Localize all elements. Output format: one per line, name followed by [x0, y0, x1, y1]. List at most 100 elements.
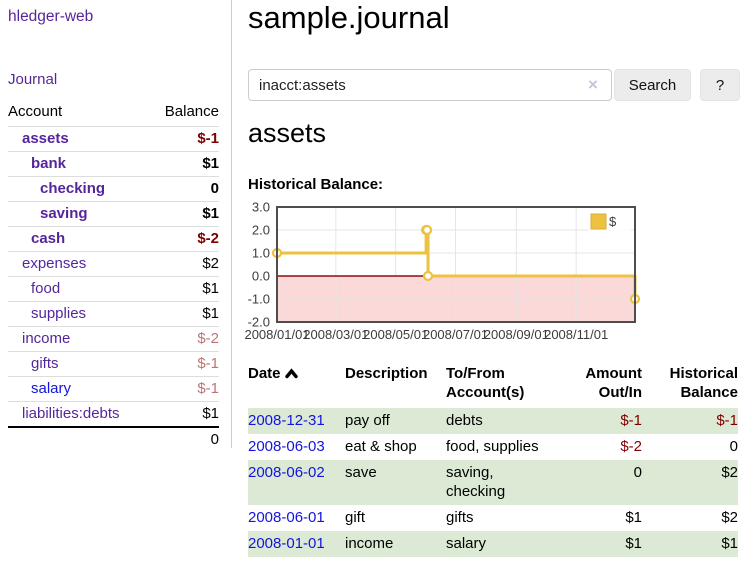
account-balance: $1	[149, 201, 219, 227]
account-link-saving[interactable]: saving	[40, 205, 88, 222]
page-title: sample.journal	[248, 0, 450, 35]
account-link-income[interactable]: income	[22, 330, 71, 347]
account-balance: $2	[149, 251, 219, 277]
transaction-description: income	[345, 531, 446, 557]
account-balance: $-1	[149, 376, 219, 402]
account-row: food $1	[8, 276, 219, 302]
y-tick-label: 1.0	[252, 246, 270, 261]
account-link-assets[interactable]: assets	[22, 130, 69, 147]
help-button[interactable]: ?	[700, 69, 740, 101]
sidebar: hledger-web Journal Account Balance asse…	[0, 0, 232, 452]
account-row: salary $-1	[8, 376, 219, 402]
account-link-bank[interactable]: bank	[31, 155, 67, 172]
account-balance: $1	[149, 276, 219, 302]
account-link-liabilities-debts[interactable]: liabilities:debts	[22, 405, 120, 422]
y-tick-label: 2.0	[252, 223, 270, 238]
transaction-accounts: gifts	[446, 509, 474, 526]
transaction-amount: $1	[546, 531, 642, 557]
register-table: Date Description To/From Account(s) Amount O…	[248, 362, 738, 557]
account-row: expenses $2	[8, 251, 219, 277]
sort-ascending-icon	[284, 368, 298, 379]
transaction-amount: $1	[625, 509, 642, 526]
transaction-date-link[interactable]: 2008-06-01	[248, 509, 325, 526]
brand-link[interactable]: hledger-web	[8, 8, 94, 25]
account-link-food[interactable]: food	[31, 280, 61, 297]
data-point-marker[interactable]	[421, 224, 433, 236]
account-row: liabilities:debts $1	[8, 401, 219, 427]
data-point-marker[interactable]	[422, 270, 434, 282]
clear-search-icon[interactable]: ×	[588, 75, 598, 94]
transaction-date-link[interactable]: 2008-06-02	[248, 464, 325, 481]
y-tick-label: -1.0	[248, 292, 270, 307]
transaction-description: pay off	[345, 408, 446, 434]
account-link-supplies[interactable]: supplies	[31, 305, 87, 322]
account-heading: assets	[248, 118, 327, 148]
accounts-header-balance: Balance	[164, 103, 219, 120]
transaction-row: 2008-06-03 eat & shop food, supplies $-2 0	[248, 434, 738, 460]
transaction-balance: $2	[642, 460, 738, 505]
account-balance: $1	[149, 401, 219, 427]
register-header-historical-balance: Historical Balance	[669, 365, 738, 401]
transaction-accounts: salary	[446, 531, 546, 557]
account-link-checking[interactable]: checking	[40, 180, 106, 197]
account-balance: $-1	[149, 126, 219, 152]
account-row: saving $1	[8, 201, 219, 227]
account-link-gifts[interactable]: gifts	[31, 355, 59, 372]
transaction-accounts: debts	[446, 408, 546, 434]
account-balance: 0	[149, 176, 219, 202]
y-tick-label: 3.0	[252, 200, 270, 215]
x-tick-label: 2008/01/01	[244, 327, 309, 342]
transaction-date-link[interactable]: 2008-06-03	[248, 438, 325, 455]
register-header-date[interactable]: Date	[248, 362, 345, 408]
sidebar-item-journal[interactable]: Journal	[8, 71, 58, 88]
register-header-amount-out-in: Amount Out/In	[585, 365, 642, 401]
search-input[interactable]	[248, 69, 612, 101]
transaction-date-link[interactable]: 2008-01-01	[248, 535, 325, 552]
accounts-total-value: 0	[149, 426, 219, 452]
transaction-balance: 0	[729, 438, 738, 455]
accounts-header-account: Account	[8, 103, 63, 120]
account-row: assets $-1	[8, 126, 219, 152]
transaction-accounts: food, supplies	[446, 438, 539, 455]
transaction-description: save	[345, 460, 446, 505]
chart-legend: $	[588, 211, 631, 232]
x-tick-label: 2008/09/01	[484, 327, 549, 342]
legend-swatch	[590, 213, 607, 230]
accounts-table: Account Balance assets $-1 bank $1 checking 0…	[8, 98, 219, 452]
historical-balance-chart[interactable]: 3.0 2.0 1.0 0.0 -1.0 -2.0 2008/01/01 2008/03/01…	[244, 200, 742, 345]
account-link-salary[interactable]: salary	[31, 380, 72, 397]
x-tick-label: 2008/07/01	[423, 327, 488, 342]
account-balance: $1	[149, 151, 219, 177]
account-balance: $-1	[149, 351, 219, 377]
transaction-accounts: saving, checking	[446, 460, 546, 505]
x-tick-label: 2008/03/01	[303, 327, 368, 342]
account-row: gifts $-1	[8, 351, 219, 377]
transaction-row: 2008-06-01 gift gifts $1 $2	[248, 505, 738, 531]
account-row: supplies $1	[8, 301, 219, 327]
x-tick-label: 2008/05/01	[363, 327, 428, 342]
legend-label: $	[609, 214, 617, 229]
search-button[interactable]: Search	[614, 69, 691, 101]
transaction-amount: $-1	[546, 408, 642, 434]
account-row: income $-2	[8, 326, 219, 352]
account-link-expenses[interactable]: expenses	[22, 255, 87, 272]
transaction-description: eat & shop	[345, 438, 417, 455]
y-tick-label: -2.0	[248, 315, 270, 330]
transaction-row: 2008-06-02 save saving, checking 0 $2	[248, 460, 738, 505]
transaction-balance: $2	[721, 509, 738, 526]
transaction-row: 2008-12-31 pay off debts $-1 $-1	[248, 408, 738, 434]
account-link-cash[interactable]: cash	[31, 230, 66, 247]
historical-balance-label: Historical Balance:	[248, 176, 384, 193]
y-tick-label: 0.0	[252, 269, 270, 284]
x-tick-label: 2008/11/01	[544, 327, 608, 342]
account-balance: $-2	[149, 226, 219, 252]
transaction-balance: $1	[642, 531, 738, 557]
transaction-row: 2008-01-01 income salary $1 $1	[248, 531, 738, 557]
transaction-description: gift	[345, 509, 366, 526]
transaction-date-link[interactable]: 2008-12-31	[248, 412, 325, 429]
account-row: cash $-2	[8, 226, 219, 252]
account-balance: $1	[149, 301, 219, 327]
register-header-to-from-account-s-: To/From Account(s)	[446, 365, 525, 401]
account-row: checking 0	[8, 176, 219, 202]
transaction-amount: 0	[546, 460, 642, 505]
